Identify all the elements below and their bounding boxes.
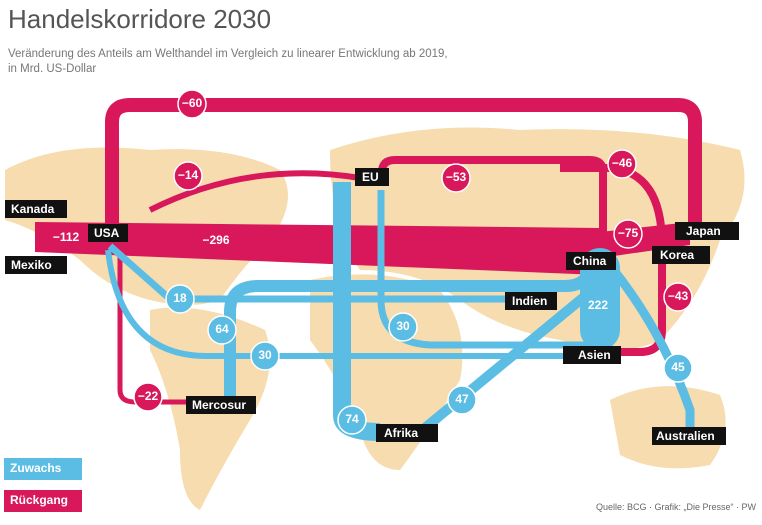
legend-swatch [4,490,82,512]
flow-value: −46 [612,156,633,170]
flow-value: −60 [182,96,203,110]
legend: Zuwachs Rückgang [4,458,82,512]
region-label: Mexiko [11,258,52,272]
flow-value: −14 [178,168,199,182]
region-label: Kanada [11,202,55,216]
flow-value: 64 [215,322,229,336]
region-label: Japan [686,224,721,238]
legend-label: Rückgang [10,493,68,507]
flow-line [416,288,594,436]
region-label: Australien [656,429,715,443]
flow-line [105,249,600,359]
flow-value: 30 [258,348,272,362]
legend-label: Zuwachs [10,461,62,475]
flow-value: 222 [588,298,608,312]
flow-value: 18 [173,291,187,305]
region-label: EU [362,170,379,184]
flow-value: −75 [618,226,639,240]
flow-value: −22 [138,389,159,403]
flow-line [608,265,695,432]
flow-value: 74 [345,412,359,426]
region-label: USA [94,226,120,240]
legend-swatch [4,458,82,480]
region-label: Afrika [384,426,418,440]
subtitle: in Mrd. US-Dollar [8,63,96,75]
flow-value: −53 [446,170,467,184]
flow-value: −43 [668,289,689,303]
subtitle: Veränderung des Anteils am Welthandel im… [8,48,448,60]
flow-line [105,98,702,232]
region-label: China [573,254,607,268]
flow-band [35,222,600,275]
flow-value: 45 [671,360,685,374]
flow-value: −112 [53,230,80,244]
region-labels: Kanada Mexiko USA EU Japan Korea China I… [5,168,739,445]
region-label: Korea [660,248,694,262]
flow-line [148,170,361,213]
flow-line [224,261,596,398]
flow-line [615,262,666,356]
region-label: Indien [512,294,547,308]
flow-value: 30 [396,319,410,333]
title: Handelskorridore 2030 [8,4,271,34]
flow-values: −60 −14 −53 −46 −112 −296 −75 −43 −22 18… [53,89,693,435]
flow-value: 47 [455,392,469,406]
region-label: Asien [578,348,611,362]
flow-value: −296 [202,233,229,247]
source: Quelle: BCG · Grafik: „Die Presse“ · PW [596,502,757,512]
region-label: Mercosur [192,398,246,412]
